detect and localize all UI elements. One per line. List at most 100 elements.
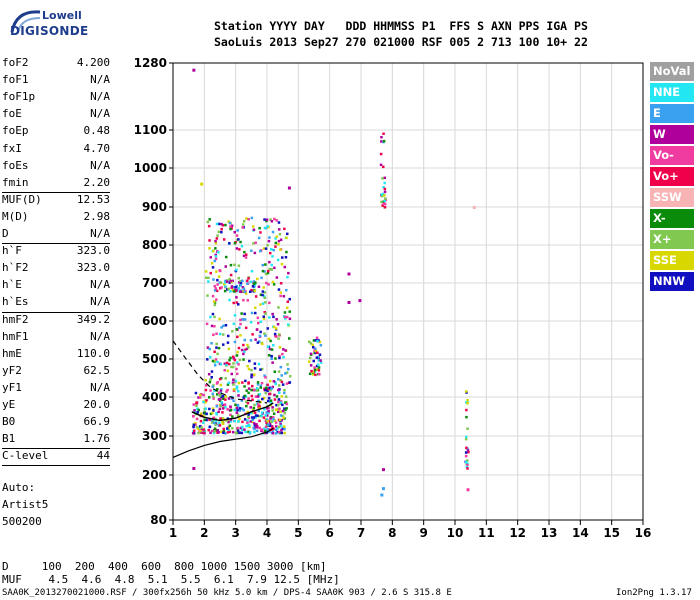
echo-point — [220, 286, 223, 289]
echo-point — [244, 256, 248, 259]
echo-point — [232, 355, 235, 358]
echo-point — [263, 226, 267, 230]
echo-point — [232, 378, 235, 382]
echo-point — [245, 404, 248, 408]
echo-point — [287, 323, 290, 326]
echo-point — [277, 410, 280, 414]
echo-point — [273, 381, 277, 384]
echo-point — [247, 391, 250, 395]
echo-point — [267, 399, 270, 403]
auto-artist: Artist5 — [2, 498, 49, 511]
echo-point — [233, 314, 237, 317]
echo-point — [284, 395, 288, 398]
echo-point — [249, 290, 252, 293]
echo-point — [238, 431, 241, 435]
echo-point — [262, 315, 265, 318]
echo-point — [236, 350, 239, 354]
echo-point — [380, 193, 383, 196]
echo-point — [277, 306, 280, 309]
echo-point — [208, 380, 212, 384]
echo-point — [256, 341, 260, 344]
echo-point — [243, 394, 247, 398]
echo-point — [266, 244, 269, 247]
echo-point — [224, 395, 228, 398]
echo-point — [285, 382, 289, 385]
param-value: N/A — [90, 329, 110, 343]
echo-point — [382, 202, 385, 205]
echo-point — [226, 431, 230, 434]
echo-point — [259, 293, 263, 296]
echo-point — [265, 418, 269, 421]
echo-point — [244, 292, 248, 295]
echo-point — [219, 404, 222, 408]
echo-point — [281, 403, 284, 407]
echo-point — [213, 360, 216, 363]
param-name: foF1p — [2, 90, 36, 104]
echo-point — [241, 318, 244, 321]
echo-point — [246, 421, 249, 424]
echo-point — [278, 233, 282, 236]
echo-point — [257, 340, 261, 343]
echo-point — [224, 279, 227, 283]
echo-point — [217, 391, 221, 394]
param-value: N/A — [90, 158, 110, 172]
echo-point — [213, 300, 216, 303]
echo-point — [309, 364, 313, 367]
param-name: yE — [2, 398, 16, 411]
echo-point — [464, 454, 468, 458]
echo-point — [207, 373, 211, 376]
echo-point — [274, 334, 277, 338]
echo-point — [214, 253, 217, 257]
echo-point — [246, 364, 249, 368]
y-tick-label: 300 — [142, 429, 167, 443]
echo-point — [250, 311, 254, 315]
x-tick-label: 11 — [478, 526, 495, 540]
echo-point — [263, 295, 266, 298]
echo-point — [223, 362, 227, 365]
param-row: B0 66.9 — [2, 415, 110, 433]
echo-point — [280, 424, 283, 428]
echo-point — [381, 468, 385, 472]
param-value: 44 — [96, 449, 110, 463]
echo-point — [286, 232, 289, 236]
echo-point — [226, 427, 229, 430]
echo-point — [219, 389, 223, 392]
x-tick-label: 12 — [509, 526, 526, 540]
echo-point — [259, 231, 262, 234]
param-row: C-level 44 — [2, 449, 110, 467]
auto-label: Auto: — [2, 481, 36, 494]
echo-point — [283, 227, 286, 231]
echo-point — [267, 239, 271, 243]
echo-point — [266, 414, 269, 417]
echo-point — [225, 255, 228, 259]
echo-point — [243, 385, 246, 388]
echo-point — [224, 285, 227, 288]
echo-point — [232, 286, 235, 289]
echo-point — [271, 361, 274, 364]
echo-point — [192, 415, 195, 418]
echo-point — [237, 238, 240, 241]
echo-point — [254, 338, 257, 341]
legend-item: X+ — [650, 230, 694, 249]
echo-point — [279, 291, 282, 294]
echo-point — [283, 311, 287, 314]
echo-point — [217, 275, 221, 278]
echo-point — [242, 343, 245, 347]
param-row: h`E N/A — [2, 278, 110, 296]
echo-point — [268, 386, 271, 389]
echo-point — [223, 403, 227, 406]
echo-point — [312, 346, 315, 349]
echo-point — [211, 392, 214, 396]
echo-point — [209, 271, 212, 275]
echo-point — [280, 418, 283, 422]
echo-point — [242, 358, 245, 361]
echo-point — [210, 419, 214, 422]
echo-point — [259, 386, 262, 389]
echo-point — [277, 384, 281, 387]
echo-point — [268, 236, 271, 239]
echo-point — [315, 356, 319, 359]
echo-point — [246, 299, 249, 302]
echo-point — [257, 399, 260, 403]
echo-point — [316, 340, 319, 343]
echo-point — [270, 420, 273, 423]
